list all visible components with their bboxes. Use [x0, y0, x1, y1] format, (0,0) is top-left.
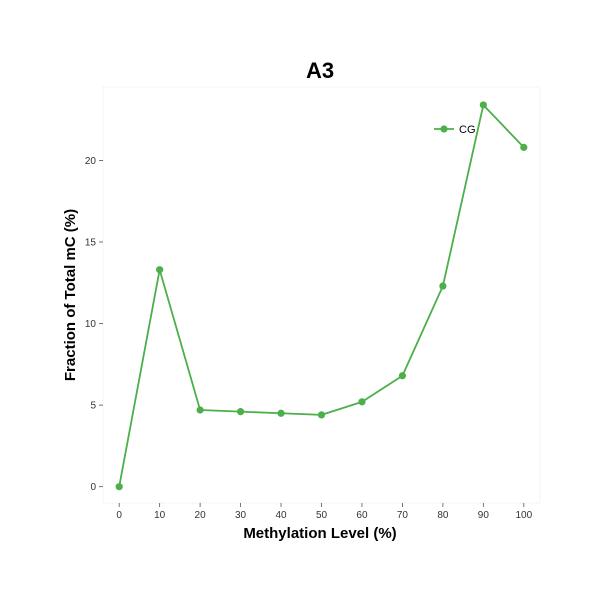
x-tick-label: 30 — [235, 510, 247, 521]
y-axis-ticks: 0 5 10 15 20 — [85, 156, 103, 493]
x-tick-label: 100 — [515, 510, 532, 521]
y-tick-label: 15 — [85, 237, 97, 248]
x-tick-label: 90 — [478, 510, 490, 521]
data-point — [358, 398, 366, 406]
x-tick-label: 0 — [116, 510, 122, 521]
y-tick-label: 20 — [85, 156, 97, 167]
data-point — [398, 372, 407, 380]
legend-label-cg: CG — [459, 124, 476, 136]
data-point — [236, 408, 245, 416]
y-tick-label: 10 — [85, 319, 97, 330]
x-tick-label: 70 — [397, 510, 409, 521]
data-point — [520, 143, 528, 151]
data-point — [277, 409, 285, 417]
plot-panel — [102, 86, 541, 504]
x-axis-label: Methylation Level (%) — [243, 525, 396, 542]
y-tick-label: 5 — [90, 401, 96, 412]
legend: CG — [434, 124, 476, 136]
data-point — [439, 282, 447, 290]
data-point — [156, 266, 164, 274]
x-tick-label: 80 — [437, 510, 449, 521]
chart-title: A3 — [306, 58, 334, 83]
y-axis-label: Fraction of Total mC (%) — [62, 209, 79, 381]
x-axis-ticks: 0 10 20 30 40 50 60 70 80 90 100 — [116, 503, 533, 521]
x-tick-label: 50 — [316, 510, 328, 521]
x-tick-label: 40 — [275, 510, 287, 521]
y-tick-label: 0 — [90, 482, 96, 493]
legend-marker — [440, 125, 448, 133]
data-point — [196, 406, 204, 414]
series-line-cg — [118, 104, 525, 487]
data-point — [115, 483, 123, 491]
x-tick-label: 20 — [195, 510, 207, 521]
x-tick-label: 60 — [356, 510, 368, 521]
data-point — [317, 411, 326, 419]
data-point — [479, 101, 487, 109]
x-tick-label: 10 — [154, 510, 166, 521]
series-layer — [115, 101, 528, 491]
